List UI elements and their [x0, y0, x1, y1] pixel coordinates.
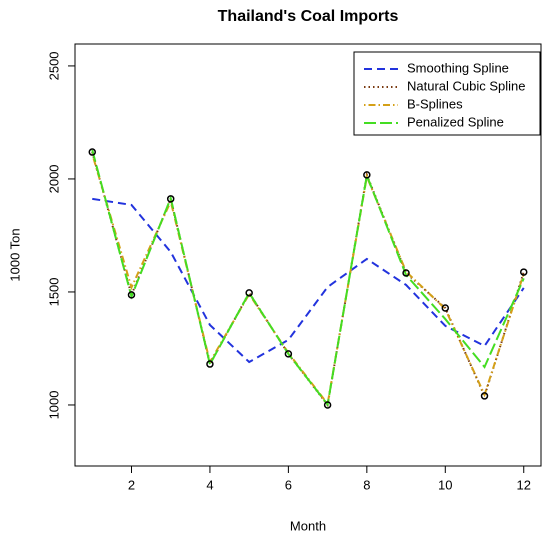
data-point — [480, 392, 489, 400]
y-tick-label: 1000 — [46, 391, 61, 420]
x-tick-label: 4 — [206, 477, 213, 492]
x-tick-label: 8 — [363, 477, 370, 492]
data-point — [441, 304, 450, 312]
series-line — [91, 151, 525, 408]
series-line — [92, 197, 525, 364]
x-tick-label: 12 — [517, 477, 531, 492]
data-point — [519, 268, 528, 276]
chart-title: Thailand's Coal Imports — [218, 8, 399, 25]
y-tick-label: 1500 — [46, 277, 61, 306]
x-tick-label: 10 — [438, 477, 452, 492]
legend-label: B-Splines — [407, 96, 463, 111]
data-point — [363, 171, 371, 179]
data-point — [127, 291, 136, 299]
legend-label: Natural Cubic Spline — [407, 78, 526, 93]
data-point — [206, 360, 214, 368]
legend-label: Smoothing Spline — [407, 60, 509, 75]
data-point — [245, 289, 253, 297]
data-point — [284, 350, 293, 358]
x-tick-label: 6 — [285, 477, 292, 492]
y-tick-label: 2500 — [46, 51, 61, 80]
legend-label: Penalized Spline — [407, 114, 504, 129]
plot-frame — [74, 43, 542, 467]
data-point — [166, 195, 175, 203]
x-axis-label: Month — [290, 518, 326, 533]
data-point — [323, 401, 332, 409]
y-axis-label: 1000 Ton — [7, 228, 22, 281]
series-line — [91, 149, 525, 407]
data-point — [88, 148, 97, 156]
legend-box — [353, 51, 541, 136]
series-line — [91, 153, 525, 407]
data-point — [402, 269, 410, 277]
x-tick-label: 2 — [128, 477, 135, 492]
y-tick-label: 2000 — [46, 164, 61, 193]
